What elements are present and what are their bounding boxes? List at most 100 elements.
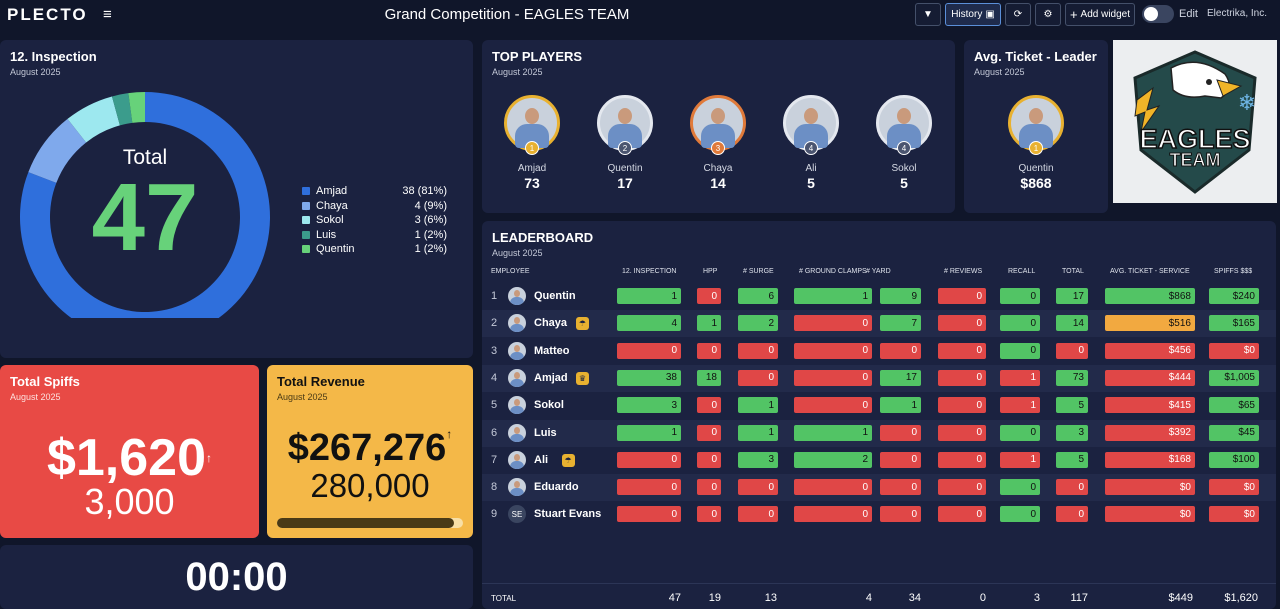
top-player-ali[interactable]: 4 Ali 5 bbox=[771, 95, 851, 191]
column-header[interactable]: HPP bbox=[703, 268, 718, 275]
settings-button[interactable]: ⚙ bbox=[1035, 3, 1061, 26]
avatar: SE bbox=[508, 505, 526, 524]
kpi-cell: 0 bbox=[1000, 479, 1040, 496]
top-player-sokol[interactable]: 4 Sokol 5 bbox=[864, 95, 944, 191]
kpi-cell: $516 bbox=[1105, 315, 1195, 332]
legend-swatch bbox=[302, 245, 310, 254]
leaderboard-widget[interactable]: LEADERBOARD August 2025 bbox=[482, 221, 1276, 609]
column-header[interactable]: 12. INSPECTION bbox=[622, 268, 677, 275]
column-header[interactable]: SPIFFS $$$ bbox=[1214, 268, 1253, 275]
kpi-cell: 14 bbox=[1056, 315, 1088, 332]
menu-icon[interactable]: ≡ bbox=[103, 6, 112, 23]
inspection-widget[interactable]: 12. Inspection August 2025 Total 47 Amja… bbox=[0, 40, 473, 358]
refresh-button[interactable]: ⟳ bbox=[1005, 3, 1031, 26]
leaderboard-row[interactable]: 6 Luis 1 0 1 1 0 0 0 3 $392 $45 bbox=[482, 419, 1276, 447]
total-revenue-widget[interactable]: Total Revenue August 2025 $267,276↑ 280,… bbox=[267, 365, 473, 538]
employee-name[interactable]: Quentin bbox=[534, 290, 576, 302]
player-value: 5 bbox=[900, 175, 908, 191]
history-button[interactable]: History ▣ bbox=[945, 3, 1001, 26]
revenue-progress-fill bbox=[277, 518, 454, 528]
donut-slice-luis[interactable] bbox=[111, 93, 133, 126]
svg-text:❄: ❄ bbox=[1238, 91, 1256, 116]
column-total: 4 bbox=[865, 592, 872, 604]
plecto-logo[interactable]: PLECTO bbox=[7, 5, 88, 24]
widget-subtitle: August 2025 bbox=[492, 248, 543, 258]
employee-name[interactable]: Ali bbox=[534, 453, 549, 466]
column-header[interactable]: # GROUND CLAMPS bbox=[799, 268, 867, 275]
donut-slice-quentin[interactable] bbox=[128, 92, 145, 123]
top-player-chaya[interactable]: 3 Chaya 14 bbox=[678, 95, 758, 191]
kpi-cell: 5 bbox=[1056, 451, 1088, 468]
legend-item[interactable]: Chaya 4 (9%) bbox=[302, 199, 447, 214]
legend-item[interactable]: Quentin 1 (2%) bbox=[302, 242, 447, 257]
column-total: 3 bbox=[1033, 592, 1040, 604]
legend-value: 1 (2%) bbox=[414, 228, 447, 241]
widget-subtitle: August 2025 bbox=[492, 67, 543, 77]
rank-badge: 1 bbox=[525, 141, 539, 155]
employee-name[interactable]: Amjad bbox=[534, 371, 568, 384]
avatar bbox=[508, 450, 526, 469]
player-name: Ali bbox=[805, 163, 817, 174]
top-player-quentin[interactable]: 2 Quentin 17 bbox=[585, 95, 665, 191]
kpi-cell: 3 bbox=[738, 451, 778, 468]
leaderboard-row[interactable]: 4 Amjad ♛ 38 18 0 0 17 0 1 73 $444 $1,005 bbox=[482, 364, 1276, 392]
leader-player[interactable]: 1 Quentin $868 bbox=[996, 95, 1076, 191]
kpi-cell: $0 bbox=[1209, 506, 1259, 523]
avg-ticket-leader-widget[interactable]: Avg. Ticket - Leader August 2025 1 Quent… bbox=[964, 40, 1108, 213]
top-players-widget[interactable]: TOP PLAYERS August 2025 1 Amjad 73 2 Quentin… bbox=[482, 40, 955, 213]
avatar: 1 bbox=[1008, 95, 1064, 155]
row-rank: 9 bbox=[491, 508, 498, 521]
trend-up-icon: ↑ bbox=[206, 451, 213, 465]
timer-widget[interactable]: 00:00 bbox=[0, 545, 473, 609]
add-widget-button[interactable]: + Add widget bbox=[1065, 3, 1135, 26]
kpi-cell: $100 bbox=[1209, 451, 1259, 468]
column-header[interactable]: # YARD bbox=[866, 268, 891, 275]
edit-toggle[interactable] bbox=[1142, 5, 1174, 23]
column-header[interactable]: EMPLOYEE bbox=[491, 268, 530, 275]
column-header[interactable]: AVG. TICKET - SERVICE bbox=[1110, 268, 1190, 275]
kpi-cell: 0 bbox=[697, 288, 721, 304]
avatar bbox=[508, 368, 526, 387]
leaderboard-row[interactable]: 1 Quentin 1 0 6 1 9 0 0 17 $868 $240 bbox=[482, 283, 1276, 310]
column-total: $449 bbox=[1168, 592, 1193, 604]
employee-name[interactable]: Matteo bbox=[534, 344, 570, 357]
rank-badge: 4 bbox=[804, 141, 818, 155]
employee-name[interactable]: Sokol bbox=[534, 399, 564, 412]
employee-name[interactable]: Stuart Evans bbox=[534, 508, 602, 521]
leaderboard-row[interactable]: 7 Ali ☂ 0 0 3 2 0 0 1 5 $168 $100 bbox=[482, 447, 1276, 474]
leaderboard-row[interactable]: 9 SE Stuart Evans 0 0 0 0 0 0 0 0 $0 $0 bbox=[482, 501, 1276, 528]
legend-item[interactable]: Luis 1 (2%) bbox=[302, 228, 447, 243]
donut-slice-sokol[interactable] bbox=[67, 96, 120, 143]
company-name[interactable]: Electrika, Inc. bbox=[1207, 8, 1268, 19]
leaderboard-row[interactable]: 2 Chaya ☂ 4 1 2 0 7 0 0 14 $516 $165 bbox=[482, 310, 1276, 338]
widget-subtitle: August 2025 bbox=[974, 67, 1025, 77]
spiffs-value: $1,620↑ bbox=[0, 427, 259, 489]
legend-item[interactable]: Sokol 3 (6%) bbox=[302, 213, 447, 228]
column-header[interactable]: TOTAL bbox=[1062, 268, 1084, 275]
column-header[interactable]: RECALL bbox=[1008, 268, 1036, 275]
kpi-cell: 5 bbox=[1056, 397, 1088, 414]
kpi-cell: 1 bbox=[738, 397, 778, 414]
employee-name[interactable]: Eduardo bbox=[534, 481, 579, 494]
kpi-cell: $0 bbox=[1209, 342, 1259, 359]
leaderboard-row[interactable]: 5 Sokol 3 0 1 0 1 0 1 5 $415 $65 bbox=[482, 392, 1276, 419]
kpi-cell: $456 bbox=[1105, 342, 1195, 359]
filter-button[interactable]: ▼ bbox=[915, 3, 941, 26]
logo-text-line2: TEAM bbox=[1169, 150, 1221, 171]
leaderboard-row[interactable]: 3 Matteo 0 0 0 0 0 0 0 0 $456 $0 bbox=[482, 338, 1276, 365]
rank-badge: 1 bbox=[1029, 141, 1043, 155]
top-player-amjad[interactable]: 1 Amjad 73 bbox=[492, 95, 572, 191]
donut-slice-chaya[interactable] bbox=[28, 118, 87, 183]
column-header[interactable]: # SURGE bbox=[743, 268, 774, 275]
column-header[interactable]: # REVIEWS bbox=[944, 268, 983, 275]
kpi-cell: 0 bbox=[938, 315, 986, 332]
legend-item[interactable]: Amjad 38 (81%) bbox=[302, 184, 447, 199]
kpi-cell: 0 bbox=[697, 342, 721, 359]
employee-name[interactable]: Luis bbox=[534, 426, 557, 439]
kpi-cell: 0 bbox=[1056, 479, 1088, 496]
employee-name[interactable]: Chaya bbox=[534, 317, 568, 330]
leaderboard-row[interactable]: 8 Eduardo 0 0 0 0 0 0 0 0 $0 $0 bbox=[482, 474, 1276, 502]
player-name: Chaya bbox=[703, 163, 733, 174]
kpi-cell: 0 bbox=[697, 479, 721, 496]
total-spiffs-widget[interactable]: Total Spiffs August 2025 $1,620↑ 3,000 bbox=[0, 365, 259, 538]
